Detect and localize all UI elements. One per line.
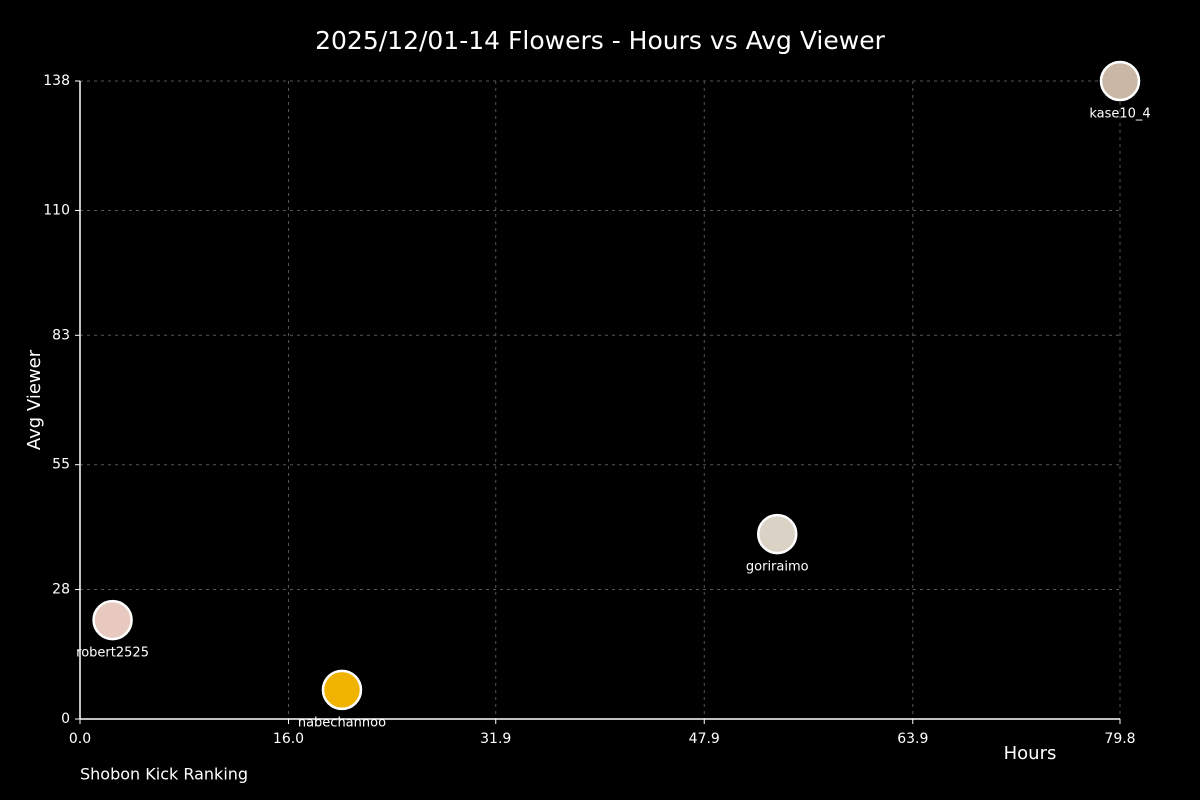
x-tick-label: 31.9 <box>480 731 511 747</box>
point-label: kase10_4 <box>1089 107 1150 122</box>
x-axis-label: Hours <box>1004 743 1057 764</box>
point <box>756 513 798 555</box>
y-tick-label: 138 <box>43 73 70 89</box>
point-label: goriraimo <box>746 560 809 575</box>
y-tick-label: 110 <box>43 202 70 218</box>
x-tick-label: 63.9 <box>897 731 928 747</box>
y-tick-label: 0 <box>61 711 70 727</box>
point <box>1099 60 1141 102</box>
chart-title: 2025/12/01-14 Flowers - Hours vs Avg Vie… <box>315 26 885 55</box>
point <box>92 599 133 641</box>
x-tick-label: 0.0 <box>69 731 91 747</box>
point <box>321 669 363 711</box>
x-tick-label: 16.0 <box>273 731 304 747</box>
x-tick-label: 79.8 <box>1104 731 1135 747</box>
point-label: nabechannoo <box>298 715 386 730</box>
footer: Shobon Kick Ranking <box>80 765 248 784</box>
x-tick-label: 47.9 <box>689 731 720 747</box>
y-tick-label: 83 <box>52 327 70 343</box>
y-axis-label: Avg Viewer <box>24 349 45 450</box>
y-tick-label: 55 <box>52 457 70 473</box>
point-label: robert2525 <box>76 646 149 661</box>
y-tick-label: 28 <box>52 582 70 598</box>
